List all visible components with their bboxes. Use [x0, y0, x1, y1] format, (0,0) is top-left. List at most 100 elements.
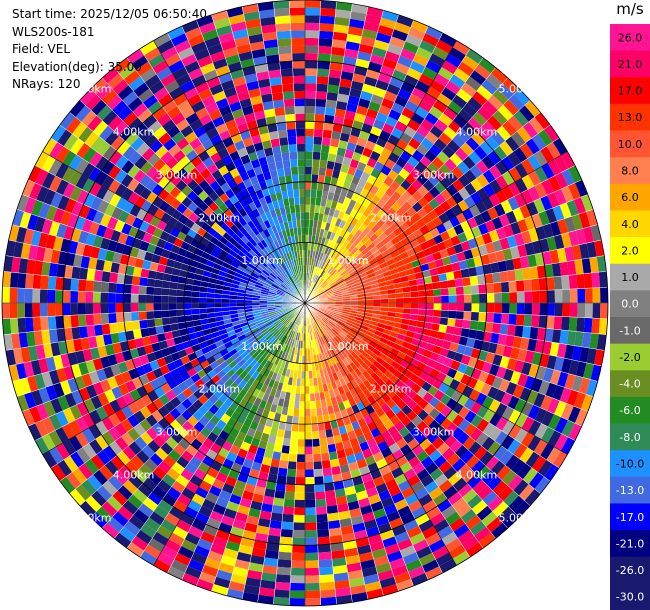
velocity-gate	[561, 358, 572, 374]
velocity-gate	[265, 54, 280, 64]
velocity-gate	[180, 334, 190, 343]
velocity-gate	[389, 36, 406, 49]
velocity-gate	[49, 446, 64, 464]
velocity-gate	[548, 413, 561, 431]
velocity-gate	[482, 169, 496, 184]
velocity-gate	[422, 559, 440, 573]
velocity-gate	[452, 114, 468, 129]
velocity-gate	[338, 331, 347, 339]
velocity-gate	[235, 344, 244, 352]
velocity-gate	[198, 303, 207, 309]
velocity-gate	[347, 430, 357, 440]
velocity-gate	[309, 325, 313, 333]
velocity-gate	[112, 252, 123, 264]
velocity-gate	[278, 314, 286, 320]
velocity-gate	[512, 257, 522, 270]
velocity-gate	[508, 313, 517, 326]
velocity-gate	[17, 287, 26, 303]
velocity-gate	[10, 318, 19, 334]
velocity-gate	[410, 303, 419, 309]
velocity-gate	[488, 426, 502, 441]
velocity-gate	[488, 399, 501, 413]
velocity-gate	[425, 532, 442, 546]
velocity-gate	[267, 263, 275, 271]
velocity-gate	[316, 513, 328, 523]
velocity-gate	[50, 192, 63, 208]
velocity-gate	[564, 344, 575, 360]
velocity-gate	[97, 392, 110, 407]
velocity-gate	[439, 393, 452, 406]
velocity-gate	[232, 157, 244, 168]
velocity-gate	[322, 414, 331, 423]
ray-separator	[304, 20, 414, 304]
velocity-gate	[318, 559, 333, 568]
velocity-gate	[292, 377, 298, 386]
velocity-gate	[451, 94, 468, 109]
velocity-gate	[49, 142, 64, 160]
velocity-gate	[313, 283, 319, 291]
velocity-gate	[115, 293, 124, 303]
velocity-gate	[314, 251, 319, 260]
velocity-gate	[199, 286, 208, 293]
velocity-gate	[88, 166, 102, 182]
velocity-gate	[365, 486, 379, 498]
velocity-gate	[91, 99, 107, 116]
velocity-gate	[316, 311, 324, 318]
velocity-gate	[248, 88, 261, 99]
velocity-gate	[92, 210, 105, 225]
velocity-gate	[364, 581, 382, 592]
velocity-gate	[38, 387, 51, 404]
velocity-gate	[319, 306, 327, 310]
velocity-gate	[272, 250, 279, 259]
velocity-gate	[222, 285, 231, 292]
velocity-gate	[48, 329, 59, 344]
velocity-gate	[326, 310, 334, 314]
velocity-gate	[138, 285, 147, 295]
velocity-gate	[440, 417, 453, 430]
velocity-gate	[163, 241, 174, 252]
velocity-gate	[324, 421, 332, 431]
velocity-gate	[257, 594, 275, 605]
velocity-gate	[232, 519, 247, 530]
velocity-gate	[128, 76, 145, 92]
velocity-gate	[214, 158, 226, 170]
velocity-gate	[1, 287, 11, 303]
velocity-gate	[157, 417, 170, 430]
velocity-gate	[62, 277, 72, 291]
velocity-gate	[358, 244, 367, 253]
velocity-gate	[176, 456, 190, 469]
velocity-gate	[166, 361, 177, 372]
velocity-gate	[205, 492, 219, 504]
velocity-gate	[119, 254, 130, 266]
velocity-gate	[305, 189, 311, 198]
velocity-gate	[28, 244, 39, 261]
velocity-gate	[214, 288, 223, 295]
velocity-gate	[243, 584, 260, 595]
velocity-gate	[189, 474, 203, 487]
velocity-gate	[313, 461, 323, 470]
velocity-gate	[333, 252, 341, 261]
velocity-gate	[108, 475, 123, 491]
velocity-gate	[508, 424, 522, 440]
azimuth-line	[42, 151, 306, 304]
velocity-gate	[291, 283, 297, 291]
velocity-gate	[199, 571, 216, 584]
velocity-gate	[206, 76, 221, 89]
velocity-gate	[125, 265, 135, 276]
velocity-gate	[488, 363, 500, 377]
velocity-gate	[334, 442, 345, 452]
velocity-gate	[410, 297, 419, 303]
velocity-gate	[123, 284, 132, 294]
range-ring-label: 2.00km	[199, 383, 241, 396]
velocity-gate	[39, 289, 48, 303]
range-ring-label: 4.00km	[456, 126, 498, 139]
range-ring-label: 4.00km	[113, 468, 155, 481]
velocity-gate	[139, 240, 150, 252]
velocity-gate	[372, 360, 382, 369]
velocity-gate	[333, 116, 345, 126]
velocity-gate	[226, 228, 236, 238]
velocity-gate	[481, 232, 493, 245]
velocity-gate	[286, 384, 292, 393]
velocity-gate	[278, 264, 285, 273]
